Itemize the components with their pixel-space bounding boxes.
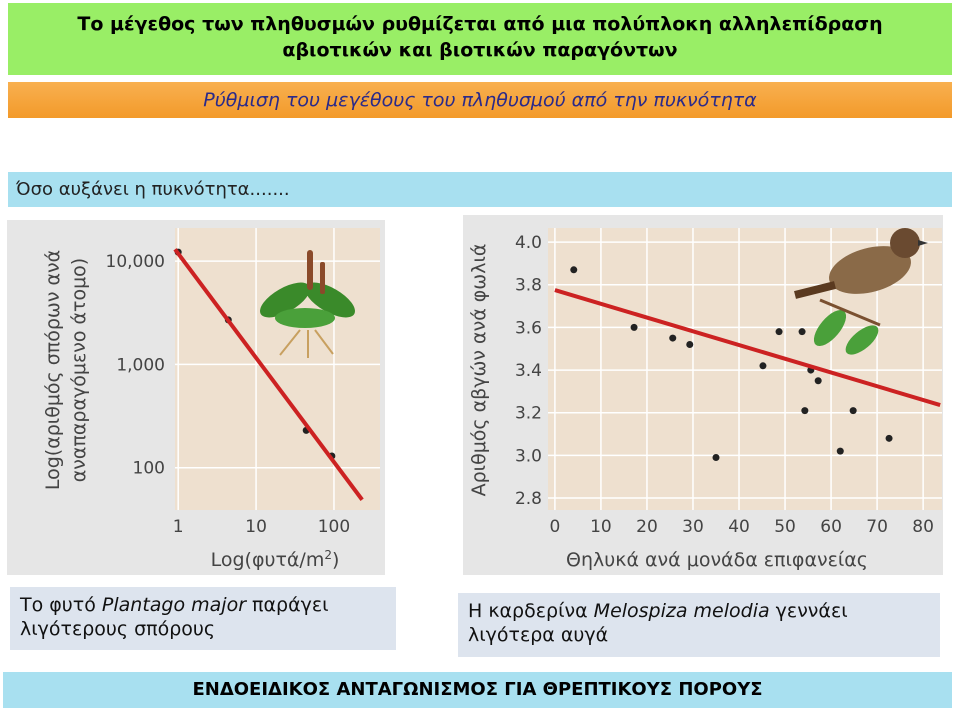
y-axis-label: Αριθμός αβγών ανά φωλιά [468,244,490,497]
data-point [885,434,893,442]
caption-text: Η καρδερίνα [468,600,594,622]
y-tick-label: 4.0 [515,233,542,253]
x-tick-label: 70 [866,517,888,537]
title-line: αβιοτικών και βιοτικών παραγόντων [282,39,678,61]
caption-text: γεννάει λιγότερα αυγά [468,600,848,646]
data-point [570,266,578,274]
y-axis-label: αναπαραγόμενο άτομο) [68,258,90,482]
x-tick-label: 80 [912,517,934,537]
y-tick-label: 3.2 [515,404,542,424]
caption-text: Το φυτό [20,594,102,616]
x-axis-label-part: Log(φυτά/m [211,549,325,571]
x-axis-label-part: ) [332,549,339,571]
data-point [759,362,767,370]
subtitle: Ρύθμιση του μεγέθους του πληθυσμού από τ… [8,82,952,118]
x-axis-label-part: 2 [324,548,332,562]
x-tick-label: 0 [549,517,560,537]
data-point [849,407,857,415]
y-tick-label: 3.6 [515,318,542,338]
title-box: Το μέγεθος των πληθυσμών ρυθμίζεται από … [8,3,952,75]
x-tick-label: 40 [728,517,750,537]
x-tick-label: 30 [682,517,704,537]
bird-illustration [794,228,928,355]
y-tick-label: 3.4 [515,361,542,381]
y-tick-label: 10,000 [106,252,165,272]
data-point [814,377,822,385]
plot-area [175,228,380,510]
trend-line [554,288,941,407]
y-tick-label: 3.8 [515,276,542,296]
y-tick-label: 2.8 [515,489,542,509]
caption-text: παράγει λιγότερους σπόρους [20,594,329,640]
x-axis-label: Log(φυτά/m2) [211,548,340,571]
x-tick-label: 10 [245,517,267,537]
x-axis-label-part: Θηλυκά ανά μονάδα επιφανείας [566,549,868,571]
x-tick-label: 20 [636,517,658,537]
data-point [712,454,720,462]
species: Plantago major [101,594,247,616]
data-point [801,407,809,415]
species: Melospiza melodia [593,600,770,622]
intro: Όσο αυξάνει η πυκνότητα....... [8,172,952,207]
y-tick-label: 1,000 [116,355,165,375]
caption: Το φυτό Plantago major παράγει λιγότερου… [10,587,396,650]
y-tick-label: 3.0 [515,446,542,466]
x-tick-label: 50 [774,517,796,537]
y-axis-label: Log(αριθμός σπόρων ανά [42,250,64,490]
title-line: Το μέγεθος των πληθυσμών ρυθμίζεται από … [77,13,883,35]
data-point [686,340,694,348]
data-point [630,323,638,331]
caption: Η καρδερίνα Melospiza melodia γεννάει λι… [458,593,940,657]
x-tick-label: 100 [318,517,350,537]
x-tick-label: 1 [173,517,184,537]
footer: ΕΝΔΟΕΙΔΙΚΟΣ ΑΝΤΑΓΩΝΙΣΜΟΣ ΓΙΑ ΘΡΕΠΤΙΚΟΥΣ … [3,672,952,708]
x-axis-label: Θηλυκά ανά μονάδα επιφανείας [566,549,868,571]
data-point [836,447,844,455]
x-tick-label: 10 [590,517,612,537]
x-tick-label: 60 [820,517,842,537]
data-point [669,334,677,342]
trend-line [173,248,364,501]
data-point [798,328,806,336]
plant-illustration [260,250,355,358]
y-tick-label: 100 [133,459,165,479]
data-point [775,328,783,336]
